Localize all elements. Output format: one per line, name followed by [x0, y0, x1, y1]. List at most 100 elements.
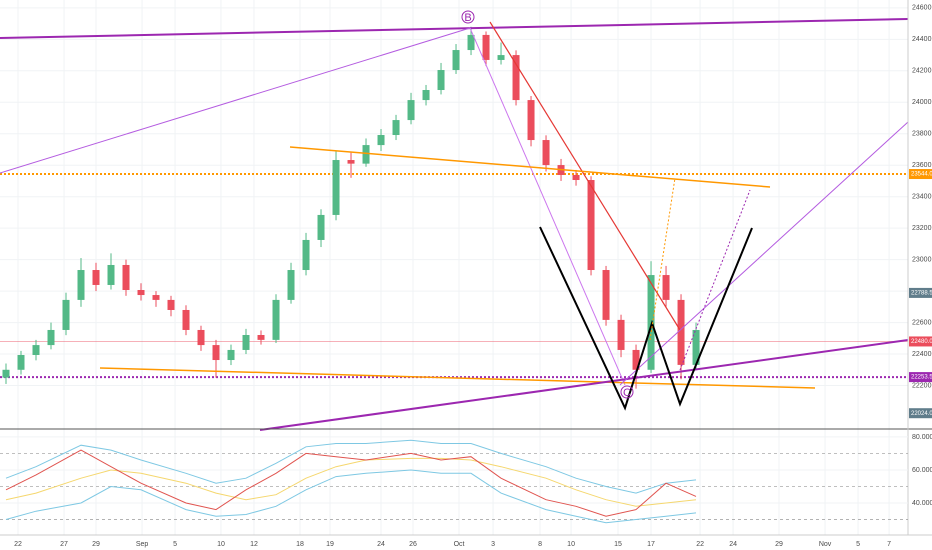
x-tick-label: 22	[14, 541, 22, 548]
candle-body	[632, 349, 640, 370]
candle-body	[2, 369, 10, 378]
x-tick-label: 29	[92, 541, 100, 548]
trend-line	[469, 27, 626, 386]
candle-body	[527, 100, 535, 141]
x-tick-label: 5	[856, 541, 860, 548]
candle-body	[257, 335, 265, 340]
candle-body	[77, 270, 85, 300]
candle-body	[572, 174, 580, 181]
candle-body	[302, 239, 310, 271]
price-label-box	[909, 169, 932, 180]
candle-body	[62, 299, 70, 330]
y-tick-label: 24200.0	[912, 68, 932, 75]
indicator	[0, 436, 908, 524]
projection	[649, 177, 676, 341]
trend-line	[0, 18, 909, 39]
x-tick-label: 19	[326, 541, 334, 548]
candle-body	[587, 180, 595, 271]
candle-body	[377, 135, 385, 146]
x-tick-label: 29	[775, 541, 783, 548]
candle-body	[407, 100, 415, 121]
x-tick-label: 10	[567, 541, 575, 548]
y-tick-label: 24600.0	[912, 5, 932, 12]
x-tick-label: 22	[696, 541, 704, 548]
w-pattern	[539, 226, 753, 411]
projection	[679, 189, 751, 371]
grid	[0, 0, 908, 535]
indicator-tick-label: 80.0000	[912, 434, 932, 441]
candle-body	[347, 160, 355, 164]
candle-body	[242, 335, 250, 350]
trend-line	[99, 367, 816, 389]
candle-body	[212, 345, 220, 361]
x-tick-label: Nov	[819, 541, 832, 548]
price-label: 22480.0	[911, 339, 932, 345]
price-label: 22253.5	[911, 375, 932, 381]
x-tick-label: 24	[377, 541, 385, 548]
y-tick-label: 22400.0	[912, 351, 932, 358]
x-tick-label: 5	[173, 541, 177, 548]
x-tick-label: 8	[538, 541, 542, 548]
candle-body	[137, 290, 145, 296]
trend-line	[489, 21, 681, 331]
annotation-ring	[461, 10, 475, 24]
candle-body	[512, 55, 520, 101]
annotation: B	[464, 12, 471, 24]
x-tick-label: 26	[409, 541, 417, 548]
candle-body	[272, 299, 280, 340]
x-tick-label: 24	[729, 541, 737, 548]
candles	[2, 26, 700, 389]
candle-body	[497, 55, 505, 60]
annotation-ring	[620, 385, 634, 399]
trend-line	[289, 146, 771, 188]
x-tick-label: 15	[614, 541, 622, 548]
indicator-line	[5, 457, 697, 507]
candle-body	[17, 354, 25, 370]
candle-body	[362, 145, 370, 164]
x-tick-label: 17	[647, 541, 655, 548]
x-tick-label: 27	[60, 541, 68, 548]
x-tick-label: Oct	[454, 541, 465, 548]
indicator-line	[5, 469, 697, 524]
indicator-tick-label: 60.0000	[912, 467, 932, 474]
x-tick-label: Sep	[136, 541, 149, 548]
y-tick-label: 23600.0	[912, 162, 932, 169]
candle-body	[182, 309, 190, 330]
candle-body	[317, 214, 325, 240]
price-label-box	[909, 372, 932, 383]
indicator-tick-label: 40.0000	[912, 500, 932, 507]
candle-body	[647, 275, 655, 370]
price-label-box	[909, 408, 932, 419]
candle-body	[662, 275, 670, 300]
levels	[0, 173, 908, 379]
trend-line	[0, 27, 471, 174]
price-label-box	[909, 287, 932, 298]
candle-body	[617, 319, 625, 350]
trend-line	[619, 121, 909, 386]
y-tick-label: 22600.0	[912, 319, 932, 326]
annotation: C	[623, 387, 631, 399]
x-tick-label: 3	[491, 541, 495, 548]
price-label: 22024.0	[911, 411, 932, 417]
candle-body	[32, 345, 40, 355]
price-label: 22788.5	[911, 290, 932, 296]
price-label-box	[909, 336, 932, 347]
y-tick-label: 23000.0	[912, 256, 932, 263]
candle-body	[482, 34, 490, 60]
candle-body	[422, 90, 430, 101]
y-tick-label: 24000.0	[912, 99, 932, 106]
y-tick-label: 24400.0	[912, 36, 932, 43]
candle-body	[152, 295, 160, 300]
trend-line	[259, 339, 909, 431]
candle-body	[452, 50, 460, 71]
x-tick-label: 18	[296, 541, 304, 548]
x-tick-label: 12	[250, 541, 258, 548]
candle-body	[227, 349, 235, 361]
y-tick-label: 22200.0	[912, 382, 932, 389]
indicator-line	[5, 449, 697, 517]
candle-body	[92, 270, 100, 285]
axis-labels: 22200.022400.022600.022800.023000.023200…	[14, 5, 932, 548]
candle-body	[392, 120, 400, 136]
